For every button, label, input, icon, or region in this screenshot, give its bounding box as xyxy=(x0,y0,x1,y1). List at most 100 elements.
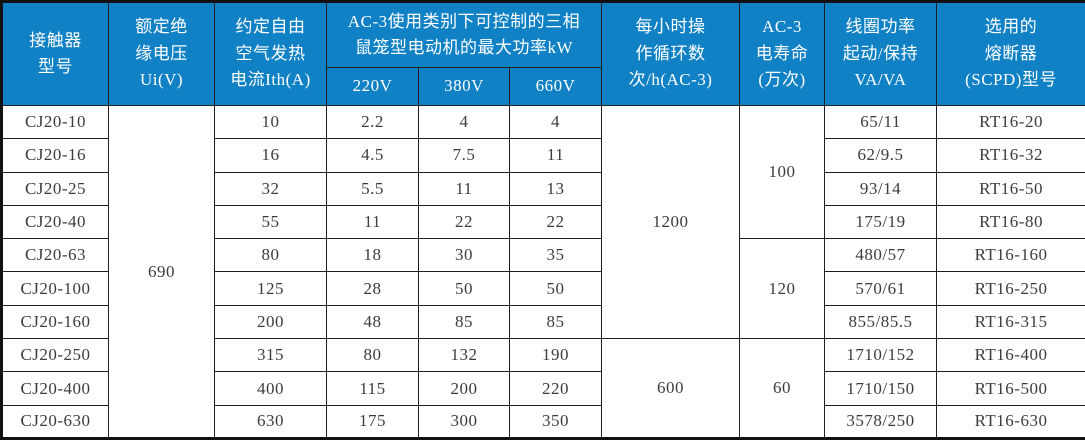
power-660v-cell: 85 xyxy=(508,304,603,340)
power-660v-cell: 11 xyxy=(508,138,603,173)
header-insulation-voltage: 额定绝 缘电压 Ui(V) xyxy=(108,1,215,106)
table-row: CJ20-10 690 10 2.2 4 4 1200 100 65/11 RT16-20 xyxy=(1,104,1085,439)
table-row: CJ20-250 315 80 132 190 600 60 1710/152 RT16-400 xyxy=(1,338,1085,439)
power-220v-cell: 28 xyxy=(326,271,419,306)
header-line: 起动/保持 xyxy=(842,43,919,63)
coil-power-cell: 93/14 xyxy=(824,171,938,206)
power-380v-cell: 300 xyxy=(418,404,510,440)
header-thermal-current: 约定自由 空气发热 电流Ith(A) xyxy=(214,1,327,106)
header-line: 缘电压 xyxy=(135,43,188,63)
fuse-type-cell: RT16-315 xyxy=(936,304,1085,340)
header-line: 熔断器 xyxy=(984,43,1038,63)
table-body: CJ20-10 690 10 2.2 4 4 1200 100 65/11 RT16-20 CJ20… xyxy=(1,104,1085,440)
fuse-type-cell: RT16-250 xyxy=(936,271,1085,306)
header-line: (SCPD)型号 xyxy=(965,70,1057,90)
fuse-type-cell: RT16-32 xyxy=(936,138,1085,173)
cycles-cell: 1200 xyxy=(601,104,741,340)
model-cell: CJ20-160 xyxy=(1,304,109,340)
header-line: 空气发热 xyxy=(235,43,306,63)
power-380v-cell: 200 xyxy=(418,371,510,406)
power-380v-cell: 50 xyxy=(418,271,510,306)
life-cell: 60 xyxy=(739,338,826,439)
model-cell: CJ20-250 xyxy=(1,338,109,373)
header-line: 鼠笼型电动机的最大功率kW xyxy=(354,38,574,57)
cycles-cell: 600 xyxy=(601,338,741,439)
power-380v-cell: 11 xyxy=(418,171,510,206)
ith-cell: 125 xyxy=(214,271,327,306)
power-660v-cell: 4 xyxy=(508,104,603,140)
table-row: CJ20-25 32 5.5 11 13 93/14 RT16-50 xyxy=(1,171,1085,206)
model-cell: CJ20-400 xyxy=(1,371,109,406)
power-380v-cell: 30 xyxy=(418,238,510,273)
power-220v-cell: 2.2 xyxy=(326,104,419,140)
header-contactor-model: 接触器 型号 xyxy=(1,1,109,106)
header-line: AC-3 xyxy=(762,17,802,37)
power-220v-cell: 4.5 xyxy=(326,138,419,173)
life-cell: 120 xyxy=(739,238,826,340)
power-380v-cell: 22 xyxy=(418,204,510,240)
fuse-type-cell: RT16-630 xyxy=(936,404,1085,440)
power-660v-cell: 350 xyxy=(508,404,603,440)
header-line: 额定绝 xyxy=(135,17,188,37)
fuse-type-cell: RT16-20 xyxy=(936,104,1085,140)
header-line: 电寿命 xyxy=(755,43,809,63)
life-cell: 100 xyxy=(739,104,826,240)
header-line: 线圈功率 xyxy=(845,17,916,37)
subheader-660v: 660V xyxy=(508,67,603,106)
ith-cell: 200 xyxy=(214,304,327,340)
power-660v-cell: 220 xyxy=(508,371,603,406)
header-line: 接触器 xyxy=(29,30,82,50)
header-operating-cycles: 每小时操 作循环数 次/h(AC-3) xyxy=(601,1,741,106)
table-header: 接触器 型号 额定绝 缘电压 Ui(V) 约定自由 空气发热 电流Ith(A) … xyxy=(1,1,1085,106)
header-line: 每小时操 xyxy=(635,17,706,37)
header-line: 约定自由 xyxy=(235,17,306,37)
power-220v-cell: 18 xyxy=(326,238,419,273)
power-660v-cell: 190 xyxy=(508,338,603,373)
table-row: CJ20-400 400 115 200 220 1710/150 RT16-500 xyxy=(1,371,1085,406)
model-cell: CJ20-63 xyxy=(1,238,109,273)
power-220v-cell: 115 xyxy=(326,371,419,406)
fuse-type-cell: RT16-80 xyxy=(936,204,1085,240)
header-ac3-max-power-group: AC-3使用类别下可控制的三相 鼠笼型电动机的最大功率kW xyxy=(325,1,603,68)
fuse-type-cell: RT16-50 xyxy=(936,171,1085,206)
model-cell: CJ20-40 xyxy=(1,204,109,240)
header-line: (万次) xyxy=(758,70,806,90)
coil-power-cell: 570/61 xyxy=(824,271,938,306)
coil-power-cell: 65/11 xyxy=(824,104,938,140)
model-cell: CJ20-25 xyxy=(1,171,109,206)
header-line: AC-3使用类别下可控制的三相 xyxy=(347,11,581,31)
power-220v-cell: 11 xyxy=(326,204,419,240)
coil-power-cell: 1710/152 xyxy=(824,338,938,373)
ith-cell: 315 xyxy=(214,338,327,373)
coil-power-cell: 1710/150 xyxy=(824,371,938,406)
ith-cell: 55 xyxy=(214,204,327,240)
power-660v-cell: 22 xyxy=(508,204,603,240)
coil-power-cell: 3578/250 xyxy=(824,404,938,440)
subheader-220v: 220V xyxy=(326,67,419,106)
power-380v-cell: 132 xyxy=(418,338,510,373)
header-electrical-life: AC-3 电寿命 (万次) xyxy=(739,1,826,106)
table-row: CJ20-40 55 11 22 22 175/19 RT16-80 xyxy=(1,204,1085,240)
ui-voltage-cell: 690 xyxy=(108,105,215,439)
fuse-type-cell: RT16-400 xyxy=(936,338,1085,373)
power-220v-cell: 48 xyxy=(326,304,419,340)
header-line: 选用的 xyxy=(984,17,1038,37)
model-cell: CJ20-100 xyxy=(1,271,109,306)
coil-power-cell: 480/57 xyxy=(824,238,938,273)
subheader-380v: 380V xyxy=(418,67,510,106)
fuse-type-cell: RT16-500 xyxy=(936,371,1085,406)
power-380v-cell: 4 xyxy=(418,104,510,140)
power-660v-cell: 13 xyxy=(508,171,603,206)
header-line: Ui(V) xyxy=(139,70,184,90)
ith-cell: 630 xyxy=(214,404,327,440)
model-cell: CJ20-16 xyxy=(1,138,109,173)
power-380v-cell: 7.5 xyxy=(418,138,510,173)
header-line: VA/VA xyxy=(854,70,907,90)
header-line: 电流Ith(A) xyxy=(230,70,311,90)
ith-cell: 400 xyxy=(214,371,327,406)
header-coil-power: 线圈功率 起动/保持 VA/VA xyxy=(824,1,938,106)
power-220v-cell: 175 xyxy=(326,404,419,440)
header-line: 作循环数 xyxy=(635,43,706,63)
ith-cell: 16 xyxy=(214,138,327,173)
